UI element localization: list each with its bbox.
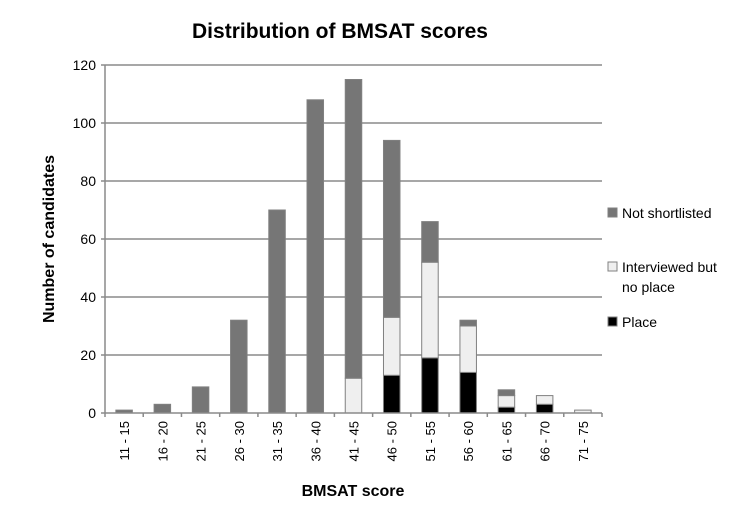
y-tick-label: 100 xyxy=(73,115,97,131)
legend-swatch xyxy=(607,316,618,327)
y-tick-label: 80 xyxy=(80,173,96,189)
x-axis-label: BMSAT score xyxy=(302,483,405,500)
bar-segment xyxy=(459,325,477,373)
bar-segment xyxy=(497,395,516,408)
bar-segment xyxy=(230,319,248,414)
y-tick-label: 40 xyxy=(80,289,96,305)
legend-item: Place xyxy=(607,314,657,330)
x-tick-label: 71 - 75 xyxy=(576,421,591,461)
x-tick-label: 26 - 30 xyxy=(232,421,247,461)
x-tick-label: 16 - 20 xyxy=(155,421,170,461)
legend-swatch xyxy=(607,261,618,272)
x-tick-label: 61 - 65 xyxy=(499,421,514,461)
y-axis-label: Number of candidates xyxy=(41,155,58,323)
bar-segment xyxy=(421,261,439,359)
legend-swatch xyxy=(607,207,618,218)
legend-label: Interviewed but no place xyxy=(622,259,717,295)
legend-item: Interviewed but no place xyxy=(607,259,717,295)
y-tick-label: 0 xyxy=(88,405,96,421)
x-tick-label: 31 - 35 xyxy=(270,421,285,461)
bar-segment xyxy=(459,371,477,414)
bar-segment xyxy=(344,377,363,414)
x-tick-label: 41 - 45 xyxy=(347,421,362,461)
bar-segment xyxy=(421,221,439,263)
x-tick-label: 36 - 40 xyxy=(308,421,323,461)
bar-segment xyxy=(421,357,439,414)
y-tick-label: 20 xyxy=(80,347,96,363)
y-tick-label: 60 xyxy=(80,231,96,247)
bar-segment xyxy=(382,374,401,414)
bar-segment xyxy=(153,403,172,414)
bar-segment xyxy=(535,395,554,405)
bar-segment xyxy=(535,403,554,414)
x-tick-label: 46 - 50 xyxy=(385,421,400,461)
bar-segment xyxy=(268,209,286,414)
bar-segment xyxy=(382,316,401,376)
bar-segment xyxy=(344,79,363,379)
bar-segment xyxy=(459,319,477,327)
bar-segment xyxy=(382,139,401,318)
x-tick-label: 21 - 25 xyxy=(194,421,209,461)
x-tick-label: 51 - 55 xyxy=(423,421,438,461)
legend-item: Not shortlisted xyxy=(607,205,711,221)
legend-label: Place xyxy=(622,314,657,330)
bar-segment xyxy=(306,99,325,414)
bar-segment xyxy=(497,389,516,397)
legend-label: Not shortlisted xyxy=(622,205,711,221)
bar-segment xyxy=(497,406,516,414)
x-tick-label: 11 - 15 xyxy=(117,421,132,461)
bar-segment xyxy=(191,386,210,414)
chart-title: Distribution of BMSAT scores xyxy=(192,20,488,43)
y-tick-label: 120 xyxy=(73,57,97,73)
x-tick-label: 56 - 60 xyxy=(461,421,476,461)
x-tick-label: 66 - 70 xyxy=(538,421,553,461)
